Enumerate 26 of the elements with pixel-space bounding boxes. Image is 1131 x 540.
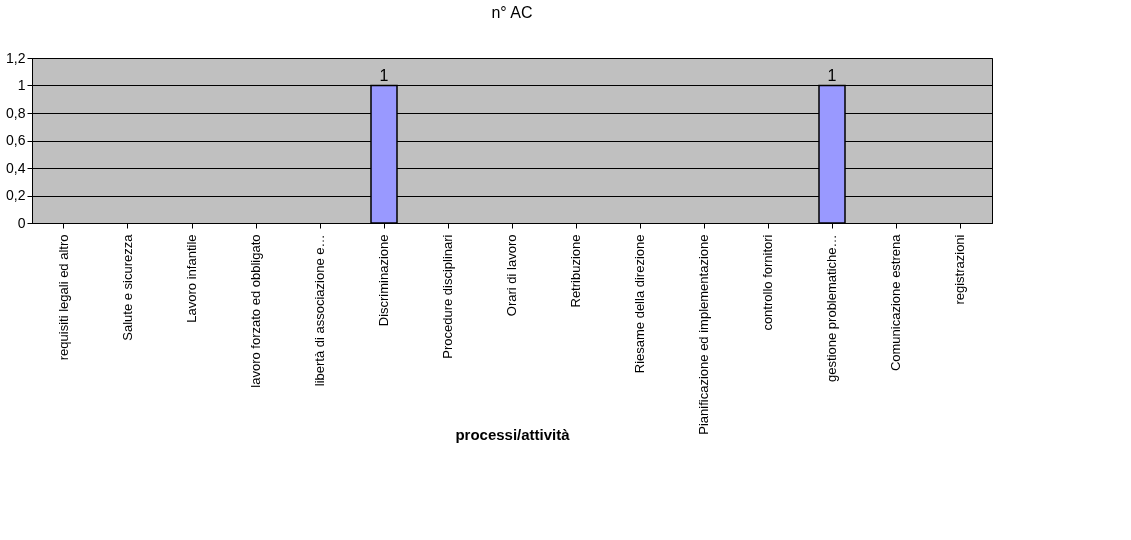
x-tick-label: Retribuzione: [568, 234, 583, 308]
x-tick-label: gestione problematiche…: [824, 234, 839, 382]
chart-title: n° AC: [491, 4, 533, 21]
x-tick-label: libertà di associazione e…: [312, 234, 327, 387]
x-axis-title: processi/attività: [455, 425, 571, 443]
y-tick-label: 1,2: [6, 49, 26, 66]
y-tick-label: 1: [17, 77, 26, 93]
x-tick-label: requisiti legali ed altro: [56, 234, 71, 361]
y-tick-label: 0: [17, 214, 26, 231]
x-tick-label: Lavoro infantile: [184, 234, 199, 323]
data-label: 1: [827, 66, 837, 84]
x-tick-label: registrazioni: [952, 234, 967, 305]
data-label: 1: [379, 66, 389, 84]
x-tick-label: Discriminazione: [376, 234, 391, 327]
x-tick-label: Pianificazione ed implementazione: [696, 234, 711, 435]
x-tick-label: Orari di lavoro: [504, 234, 519, 317]
y-tick-label: 0,4: [6, 159, 26, 176]
y-tick-label: 0,2: [6, 187, 26, 203]
y-tick-label: 0,6: [6, 132, 26, 148]
x-tick-label: Comunicazione estrena: [888, 233, 903, 372]
x-tick-label: Riesame della direzione: [632, 234, 647, 374]
y-tick-label: 0,8: [6, 104, 26, 121]
x-tick-label: Procedure disciplinari: [440, 234, 455, 359]
x-tick-label: Salute e sicurezza: [120, 233, 135, 341]
x-tick-label: lavoro forzato ed obbligato: [248, 234, 263, 388]
x-tick-label: controllo fornitori: [760, 234, 775, 331]
